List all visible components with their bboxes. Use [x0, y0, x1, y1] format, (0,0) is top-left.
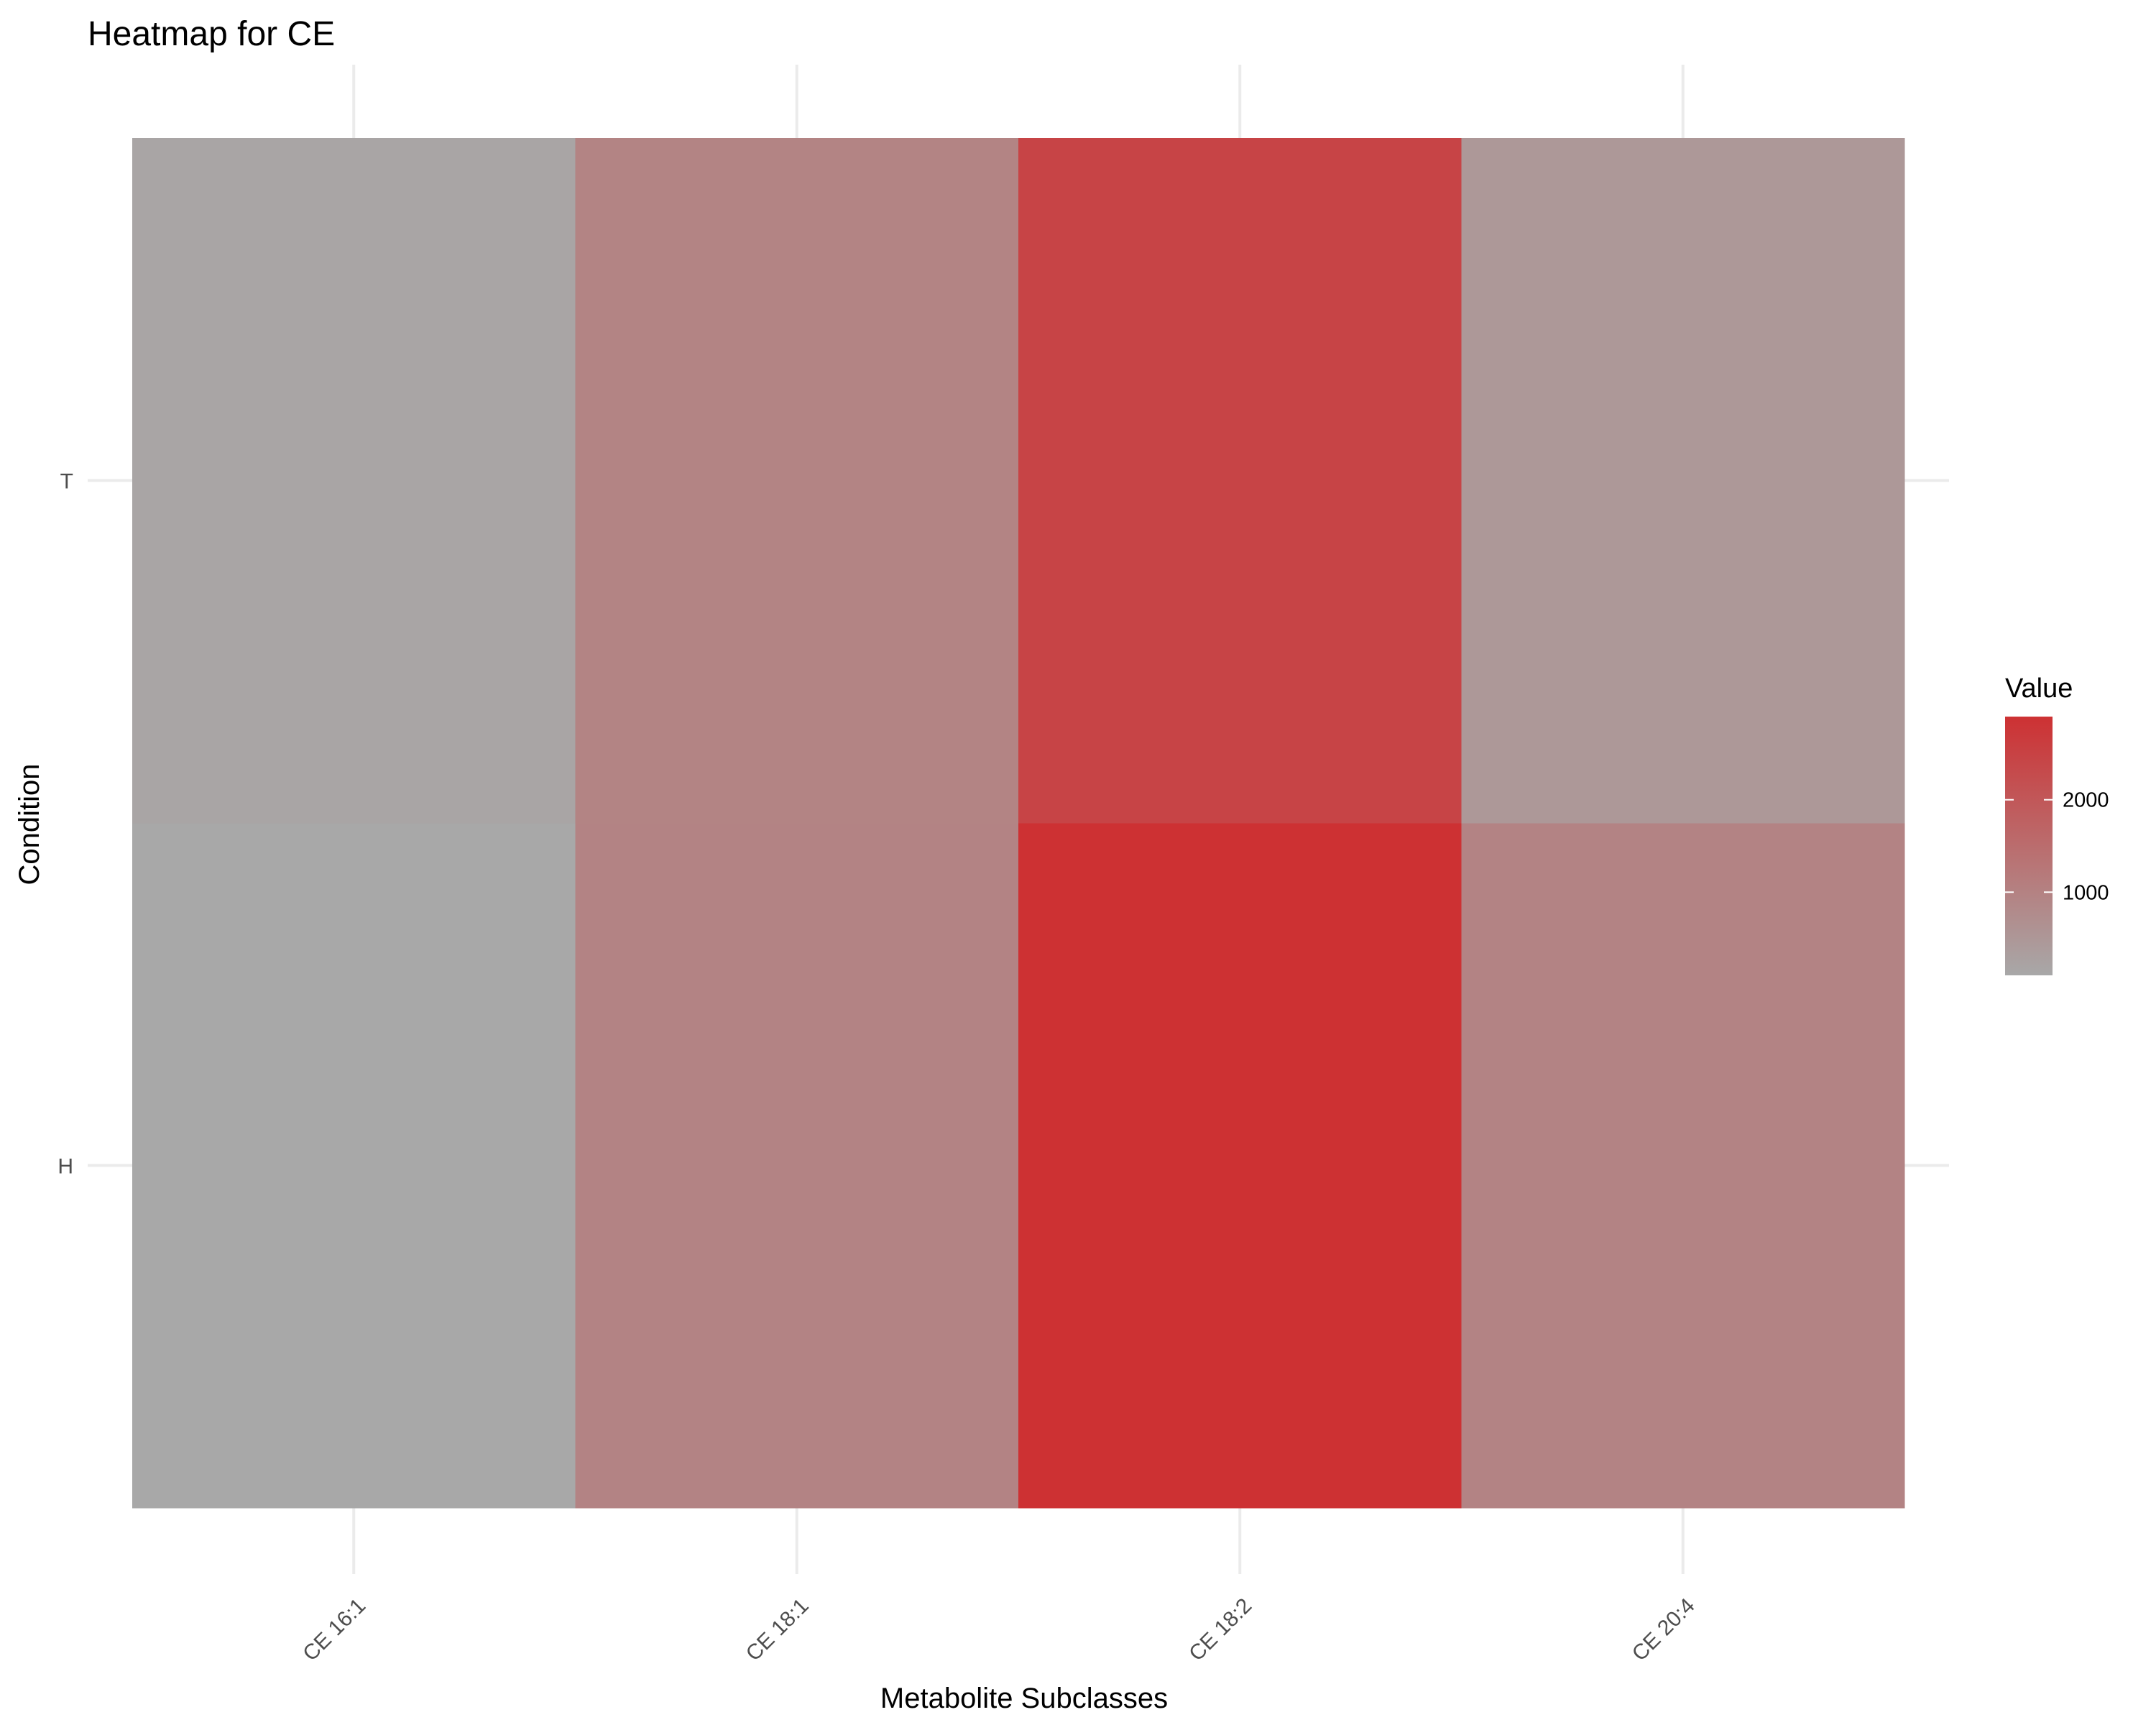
x-tick-label: CE 18:2 [1184, 1594, 1256, 1666]
color-legend: Value 1000 2000 [2005, 673, 2109, 975]
y-tick-label: T [60, 470, 73, 494]
legend-ticks: 1000 2000 [2005, 789, 2109, 904]
heatmap-cell [1461, 823, 1905, 1509]
legend-colorbar [2005, 717, 2053, 975]
heatmap-cell [132, 823, 576, 1509]
legend-tick-label: 1000 [2063, 881, 2109, 904]
heatmap-cells [132, 138, 1905, 1509]
x-tick-label: CE 18:1 [742, 1594, 814, 1666]
legend-tick-label: 2000 [2063, 789, 2109, 812]
x-tick-label: CE 20:4 [1628, 1594, 1700, 1666]
heatmap-cell [1461, 138, 1905, 824]
heatmap-cell [575, 823, 1019, 1509]
x-axis-title: Metabolite Subclasses [880, 1683, 1168, 1714]
heatmap-cell [575, 138, 1019, 824]
heatmap-cell [1018, 823, 1462, 1509]
chart-title: Heatmap for CE [88, 15, 335, 53]
y-axis-title: Condition [14, 763, 45, 885]
y-tick-label: H [57, 1155, 73, 1179]
x-tick-label: CE 16:1 [298, 1594, 370, 1666]
legend-title: Value [2005, 673, 2073, 704]
heatmap-cell [1018, 138, 1462, 824]
heatmap-cell [132, 138, 576, 824]
